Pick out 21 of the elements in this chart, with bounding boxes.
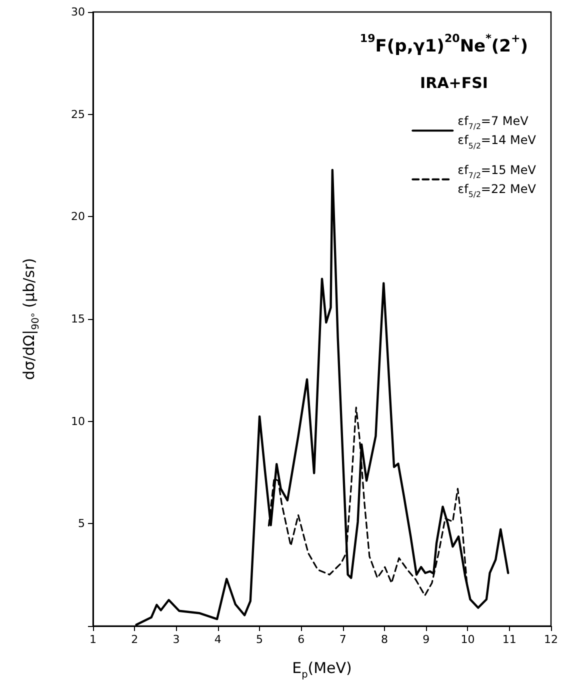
x-tick-label: 7 [339,633,346,646]
y-tick-label: 25 [71,108,85,121]
x-tick-label: 6 [298,633,305,646]
line-series [268,406,468,596]
y-tick-label: 10 [71,414,85,428]
x-tick-label: 2 [131,633,138,646]
y-tick-label: 15 [71,312,85,326]
x-tick-label: 12 [544,633,558,646]
x-tick-label: 8 [380,633,388,646]
x-tick-label: 5 [256,633,264,646]
x-tick-label: 4 [214,633,222,646]
y-tick-label: 30 [71,6,85,18]
y-tick-label: 20 [71,210,85,224]
y-tick-label: 5 [78,517,85,530]
y-axis-title: dσ/dΩ|90° (μb/sr) [20,258,42,380]
x-tick-label: 1 [90,633,96,646]
text: IRA+FSI [420,74,488,92]
x-tick-label: 11 [502,633,516,646]
x-tick-label: 3 [172,633,180,646]
x-tick-label: 9 [422,633,430,646]
x-tick-label: 10 [460,633,475,646]
